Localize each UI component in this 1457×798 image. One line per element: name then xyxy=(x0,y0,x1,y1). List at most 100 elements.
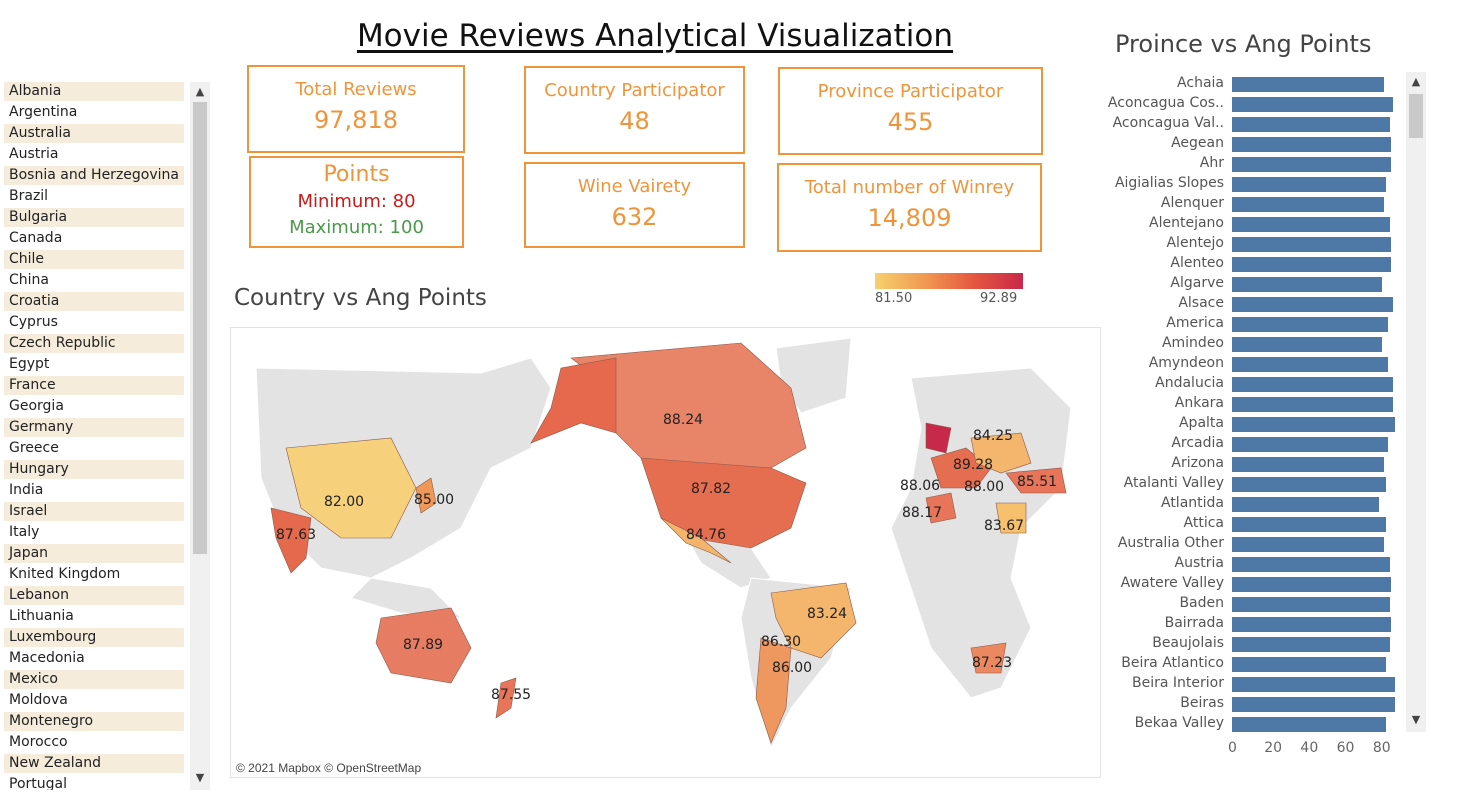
bar-row[interactable]: Arcadia xyxy=(1108,434,1408,454)
bar[interactable] xyxy=(1232,597,1390,612)
bar[interactable] xyxy=(1232,337,1383,352)
bar-row[interactable]: Aigialias Slopes xyxy=(1108,174,1408,194)
country-list-item[interactable]: Egypt xyxy=(4,355,184,376)
bar[interactable] xyxy=(1232,517,1386,532)
country-list-item[interactable]: Cyprus xyxy=(4,313,184,334)
bar-row[interactable]: Ankara xyxy=(1108,394,1408,414)
bar-row[interactable]: Baden xyxy=(1108,594,1408,614)
bar-row[interactable]: Alentejano xyxy=(1108,214,1408,234)
country-list-item[interactable]: Georgia xyxy=(4,397,184,418)
country-list-item[interactable]: China xyxy=(4,271,184,292)
bar-row[interactable]: Austria xyxy=(1108,554,1408,574)
bar[interactable] xyxy=(1232,537,1385,552)
country-list-item[interactable]: Chile xyxy=(4,250,184,271)
country-list-item[interactable]: Austria xyxy=(4,145,184,166)
bar-row[interactable]: Attica xyxy=(1108,514,1408,534)
bar[interactable] xyxy=(1232,117,1390,132)
bar-row[interactable]: Bairrada xyxy=(1108,614,1408,634)
bar-row[interactable]: Awatere Valley xyxy=(1108,574,1408,594)
country-list-item[interactable]: Morocco xyxy=(4,733,184,754)
country-list-item[interactable]: Hungary xyxy=(4,460,184,481)
bar[interactable] xyxy=(1232,377,1394,392)
country-list-item[interactable]: India xyxy=(4,481,184,502)
bar-row[interactable]: Andalucia xyxy=(1108,374,1408,394)
country-list-item[interactable]: Czech Republic xyxy=(4,334,184,355)
bar-row[interactable]: Achaia xyxy=(1108,74,1408,94)
country-list-item[interactable]: Israel xyxy=(4,502,184,523)
bar-row[interactable]: Algarve xyxy=(1108,274,1408,294)
bar[interactable] xyxy=(1232,277,1383,292)
bar[interactable] xyxy=(1232,257,1392,272)
country-list-item[interactable]: Lebanon xyxy=(4,586,184,607)
bar[interactable] xyxy=(1232,197,1385,212)
bar-row[interactable]: America xyxy=(1108,314,1408,334)
country-filter-list[interactable]: Albania Argentina Australia Austria Bosnia a… xyxy=(4,82,210,790)
country-list-item[interactable]: Germany xyxy=(4,418,184,439)
country-list-item[interactable]: France xyxy=(4,376,184,397)
bar[interactable] xyxy=(1232,157,1392,172)
country-list-item[interactable]: Knited Kingdom xyxy=(4,565,184,586)
scroll-up-icon[interactable]: ▲ xyxy=(195,85,205,98)
bar[interactable] xyxy=(1232,557,1390,572)
bar[interactable] xyxy=(1232,697,1395,712)
bar[interactable] xyxy=(1232,137,1392,152)
bar[interactable] xyxy=(1232,437,1388,452)
bar-row[interactable]: Alentejo xyxy=(1108,234,1408,254)
bar-row[interactable]: Aegean xyxy=(1108,134,1408,154)
bar[interactable] xyxy=(1232,717,1386,732)
country-list-item[interactable]: Portugal xyxy=(4,775,184,790)
bar-row[interactable]: Beiras xyxy=(1108,694,1408,714)
province-bar-chart[interactable]: Achaia Aconcagua Cos.. Aconcagua Val.. Aege… xyxy=(1108,72,1426,732)
country-list-item[interactable]: Argentina xyxy=(4,103,184,124)
bar-row[interactable]: Australia Other xyxy=(1108,534,1408,554)
bar[interactable] xyxy=(1232,677,1395,692)
bar[interactable] xyxy=(1232,297,1394,312)
bar-scroll-thumb[interactable] xyxy=(1409,94,1423,138)
country-list-item[interactable]: Luxembourg xyxy=(4,628,184,649)
bar-scrollbar[interactable]: ▲ ▼ xyxy=(1406,72,1426,732)
bar[interactable] xyxy=(1232,237,1392,252)
bar-row[interactable]: Amindeo xyxy=(1108,334,1408,354)
bar[interactable] xyxy=(1232,477,1386,492)
bar[interactable] xyxy=(1232,217,1390,232)
bar[interactable] xyxy=(1232,457,1385,472)
bar-row[interactable]: Beira Atlantico xyxy=(1108,654,1408,674)
country-list-item[interactable]: Macedonia xyxy=(4,649,184,670)
bar-row[interactable]: Bekaa Valley xyxy=(1108,714,1408,732)
bar[interactable] xyxy=(1232,497,1379,512)
bar[interactable] xyxy=(1232,317,1388,332)
country-list-item[interactable]: Japan xyxy=(4,544,184,565)
bar[interactable] xyxy=(1232,577,1392,592)
bar-row[interactable]: Aconcagua Cos.. xyxy=(1108,94,1408,114)
bar-row[interactable]: Amyndeon xyxy=(1108,354,1408,374)
country-list-item[interactable]: Australia xyxy=(4,124,184,145)
country-list-item[interactable]: Croatia xyxy=(4,292,184,313)
bar-row[interactable]: Alsace xyxy=(1108,294,1408,314)
bar[interactable] xyxy=(1232,177,1386,192)
bar[interactable] xyxy=(1232,357,1388,372)
country-list-item[interactable]: Montenegro xyxy=(4,712,184,733)
bar-row[interactable]: Alenquer xyxy=(1108,194,1408,214)
country-list-item[interactable]: Bosnia and Herzegovina xyxy=(4,166,184,187)
country-list-item[interactable]: Albania xyxy=(4,82,184,103)
scroll-down-icon[interactable]: ▼ xyxy=(195,771,205,784)
bar-row[interactable]: Apalta xyxy=(1108,414,1408,434)
country-scroll-thumb[interactable] xyxy=(193,102,207,554)
country-scrollbar[interactable]: ▲ ▼ xyxy=(190,82,210,790)
country-list-item[interactable]: Mexico xyxy=(4,670,184,691)
bar-scroll-up-icon[interactable]: ▲ xyxy=(1411,75,1421,88)
country-list-item[interactable]: Moldova xyxy=(4,691,184,712)
bar-row[interactable]: Beaujolais xyxy=(1108,634,1408,654)
country-list-item[interactable]: Canada xyxy=(4,229,184,250)
bar[interactable] xyxy=(1232,397,1394,412)
country-list-item[interactable]: Greece xyxy=(4,439,184,460)
bar-row[interactable]: Atlantida xyxy=(1108,494,1408,514)
bar[interactable] xyxy=(1232,77,1385,92)
bar-row[interactable]: Atalanti Valley xyxy=(1108,474,1408,494)
world-map[interactable]: 88.24 87.82 84.76 82.00 85.00 87.63 87.8… xyxy=(230,327,1101,778)
bar-scroll-down-icon[interactable]: ▼ xyxy=(1411,713,1421,726)
bar-row[interactable]: Aconcagua Val.. xyxy=(1108,114,1408,134)
bar-row[interactable]: Alenteo xyxy=(1108,254,1408,274)
country-list-item[interactable]: Lithuania xyxy=(4,607,184,628)
bar-row[interactable]: Arizona xyxy=(1108,454,1408,474)
